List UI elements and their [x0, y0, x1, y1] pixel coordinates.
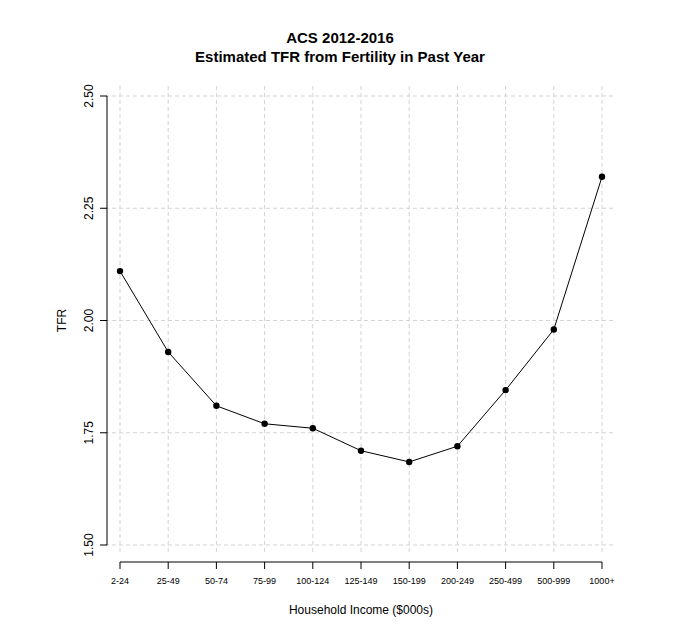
- x-tick-label: 200-249: [441, 576, 474, 586]
- x-tick-label: 25-49: [157, 576, 180, 586]
- x-tick-label: 50-74: [205, 576, 228, 586]
- grid-line: [168, 86, 169, 553]
- subtitle: Estimated TFR from Fertility in Past Yea…: [195, 48, 485, 65]
- x-tick: [312, 562, 313, 569]
- chart: 1.50 1.75 2.00 2.25 2.50 2-24 25-49 50-74 75-99 1…: [0, 0, 680, 630]
- grid-line: [105, 545, 614, 546]
- x-tick: [409, 562, 410, 569]
- y-tick: [100, 96, 107, 97]
- x-tick: [553, 562, 554, 569]
- x-tick-label: 150-199: [393, 576, 426, 586]
- y-tick-label: 1.75: [82, 421, 96, 445]
- data-group: [117, 174, 605, 466]
- x-tick-label: 500-999: [537, 576, 570, 586]
- x-tick-label: 100-124: [296, 576, 329, 586]
- grid-line: [312, 86, 313, 553]
- grid-line: [105, 320, 614, 321]
- data-point: [213, 403, 219, 409]
- x-axis-label: Household Income ($000s): [289, 603, 433, 617]
- x-tick-label: 1000+: [589, 576, 614, 586]
- data-point: [406, 459, 412, 465]
- y-tick-label: 2.50: [82, 84, 96, 108]
- grid-line: [409, 86, 410, 553]
- y-tick-label: 2.00: [82, 308, 96, 332]
- x-tick: [361, 562, 362, 569]
- data-point: [117, 268, 123, 274]
- x-tick-label: 75-99: [253, 576, 276, 586]
- grid-line: [553, 86, 554, 553]
- grid-line: [120, 86, 121, 553]
- data-point: [599, 174, 605, 180]
- title: ACS 2012-2016: [286, 29, 394, 46]
- y-tick: [100, 432, 107, 433]
- y-tick: [100, 208, 107, 209]
- data-point: [310, 425, 316, 431]
- x-tick: [505, 562, 506, 569]
- grid-line: [216, 86, 217, 553]
- y-tick: [100, 320, 107, 321]
- data-point: [454, 443, 460, 449]
- grid-line: [361, 86, 362, 553]
- grid-line: [105, 96, 614, 97]
- x-tick: [457, 562, 458, 569]
- grid: [105, 86, 614, 553]
- background: [0, 0, 680, 630]
- x-tick-label: 125-149: [344, 576, 377, 586]
- grid-line: [505, 86, 506, 553]
- grid-line: [264, 86, 265, 553]
- x-tick: [168, 562, 169, 569]
- x-tick-label: 2-24: [111, 576, 129, 586]
- data-point: [551, 326, 557, 332]
- data-point: [261, 421, 267, 427]
- grid-line: [457, 86, 458, 553]
- grid-line: [105, 432, 614, 433]
- grid-line: [602, 86, 603, 553]
- y-tick-label: 1.50: [82, 533, 96, 557]
- data-line: [120, 177, 602, 462]
- x-tick: [120, 562, 121, 569]
- data-point: [165, 349, 171, 355]
- x-tick: [602, 562, 603, 569]
- x-tick: [216, 562, 217, 569]
- y-tick: [100, 545, 107, 546]
- y-axis-label: TFR: [55, 309, 69, 333]
- grid-line: [105, 208, 614, 209]
- data-point: [502, 387, 508, 393]
- data-point: [358, 448, 364, 454]
- x-tick: [264, 562, 265, 569]
- x-tick-label: 250-499: [489, 576, 522, 586]
- y-tick-label: 2.25: [82, 196, 96, 220]
